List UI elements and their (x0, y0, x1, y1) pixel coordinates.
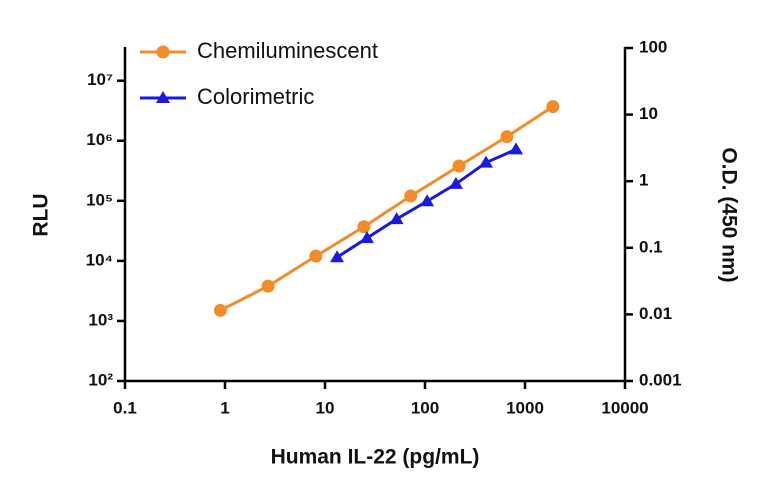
point (359, 231, 374, 244)
point (478, 155, 493, 168)
point (420, 194, 435, 207)
y-tick-label: 10³ (88, 310, 113, 329)
y2-tick-label: 0.01 (639, 304, 672, 323)
x-tick-label: 100 (411, 398, 439, 417)
point (330, 250, 345, 263)
x-tick-label: 1000 (506, 398, 544, 417)
point (404, 189, 418, 203)
series-line (219, 105, 554, 312)
x-tick-label: 10000 (601, 398, 648, 417)
y-tick-label: 10⁴ (86, 250, 113, 269)
point (389, 212, 404, 225)
y-tick-label: 10² (88, 370, 113, 389)
point (213, 303, 227, 317)
point (357, 220, 371, 234)
y2-tick-label: 0.1 (639, 237, 663, 256)
point (309, 249, 323, 263)
point (546, 100, 560, 114)
x-axis-title: Human IL-22 (pg/mL) (271, 446, 480, 469)
y2-tick-label: 10 (639, 104, 658, 123)
y2-tick-label: 0.001 (639, 370, 682, 389)
y-tick-label: 10⁷ (87, 70, 113, 89)
x-tick-label: 10 (316, 398, 335, 417)
axes (123, 47, 627, 383)
x-tick-label: 0.1 (113, 398, 137, 417)
legend-label: Colorimetric (197, 84, 314, 109)
y-tick-label: 10⁵ (86, 190, 113, 209)
y2-axis-title: O.D. (450 nm) (717, 147, 740, 282)
point (261, 279, 275, 293)
y2-tick-label: 1 (639, 171, 648, 190)
y-axis-title: RLU (30, 193, 53, 236)
point (509, 142, 524, 155)
y2-tick-label: 100 (639, 37, 667, 56)
point (448, 176, 463, 189)
x-tick-label: 1 (220, 398, 229, 417)
y-tick-label: 10⁶ (86, 130, 113, 149)
legend-marker (156, 91, 170, 103)
legend-marker (156, 45, 170, 59)
point (452, 159, 466, 173)
point (500, 130, 514, 144)
legend-label: Chemiluminescent (197, 38, 378, 63)
